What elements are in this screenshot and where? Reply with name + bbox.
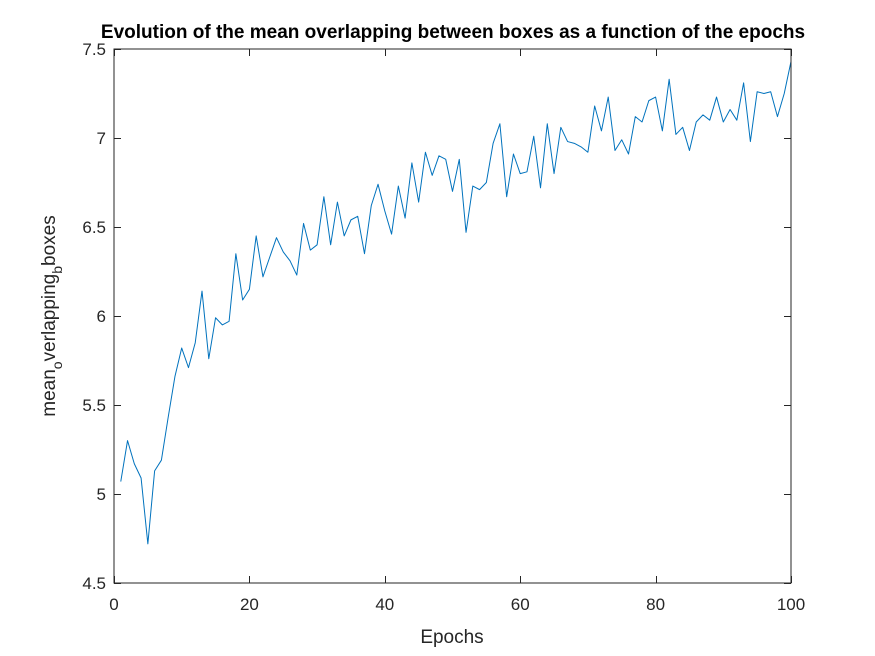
axes-box: [113, 48, 792, 584]
y-axis-label-sub2: b: [49, 266, 65, 274]
y-tick-label: 4.5: [82, 574, 106, 593]
x-axis-ticks: 0 20 40 60 80 100: [109, 49, 805, 614]
x-tick-label: 20: [240, 595, 259, 614]
y-tick-label: 5.5: [82, 396, 106, 415]
y-axis-label-sub1: o: [49, 361, 65, 369]
series-line: [120, 61, 792, 545]
y-tick-label: 7.5: [82, 40, 106, 59]
x-tick-label: 0: [109, 595, 118, 614]
y-tick-label: 6: [97, 307, 106, 326]
y-axis-label-part1: mean: [39, 369, 60, 417]
y-axis-label-part2: verlapping: [39, 274, 60, 362]
chart-title: Evolution of the mean overlapping betwee…: [101, 22, 805, 43]
y-tick-label: 6.5: [82, 218, 106, 237]
x-tick-label: 80: [646, 595, 665, 614]
x-axis-label: Epochs: [420, 627, 483, 648]
y-axis-ticks: 4.5 5 5.5 6 6.5 7 7.5: [82, 40, 791, 593]
y-tick-label: 7: [97, 129, 106, 148]
plot-area: [114, 49, 791, 583]
x-tick-label: 40: [375, 595, 394, 614]
y-axis-label-part3: boxes: [39, 215, 60, 266]
y-axis-label: meanoverlappingbboxes: [39, 215, 65, 417]
x-tick-label: 100: [777, 595, 805, 614]
x-tick-label: 60: [511, 595, 530, 614]
y-tick-label: 5: [97, 485, 106, 504]
